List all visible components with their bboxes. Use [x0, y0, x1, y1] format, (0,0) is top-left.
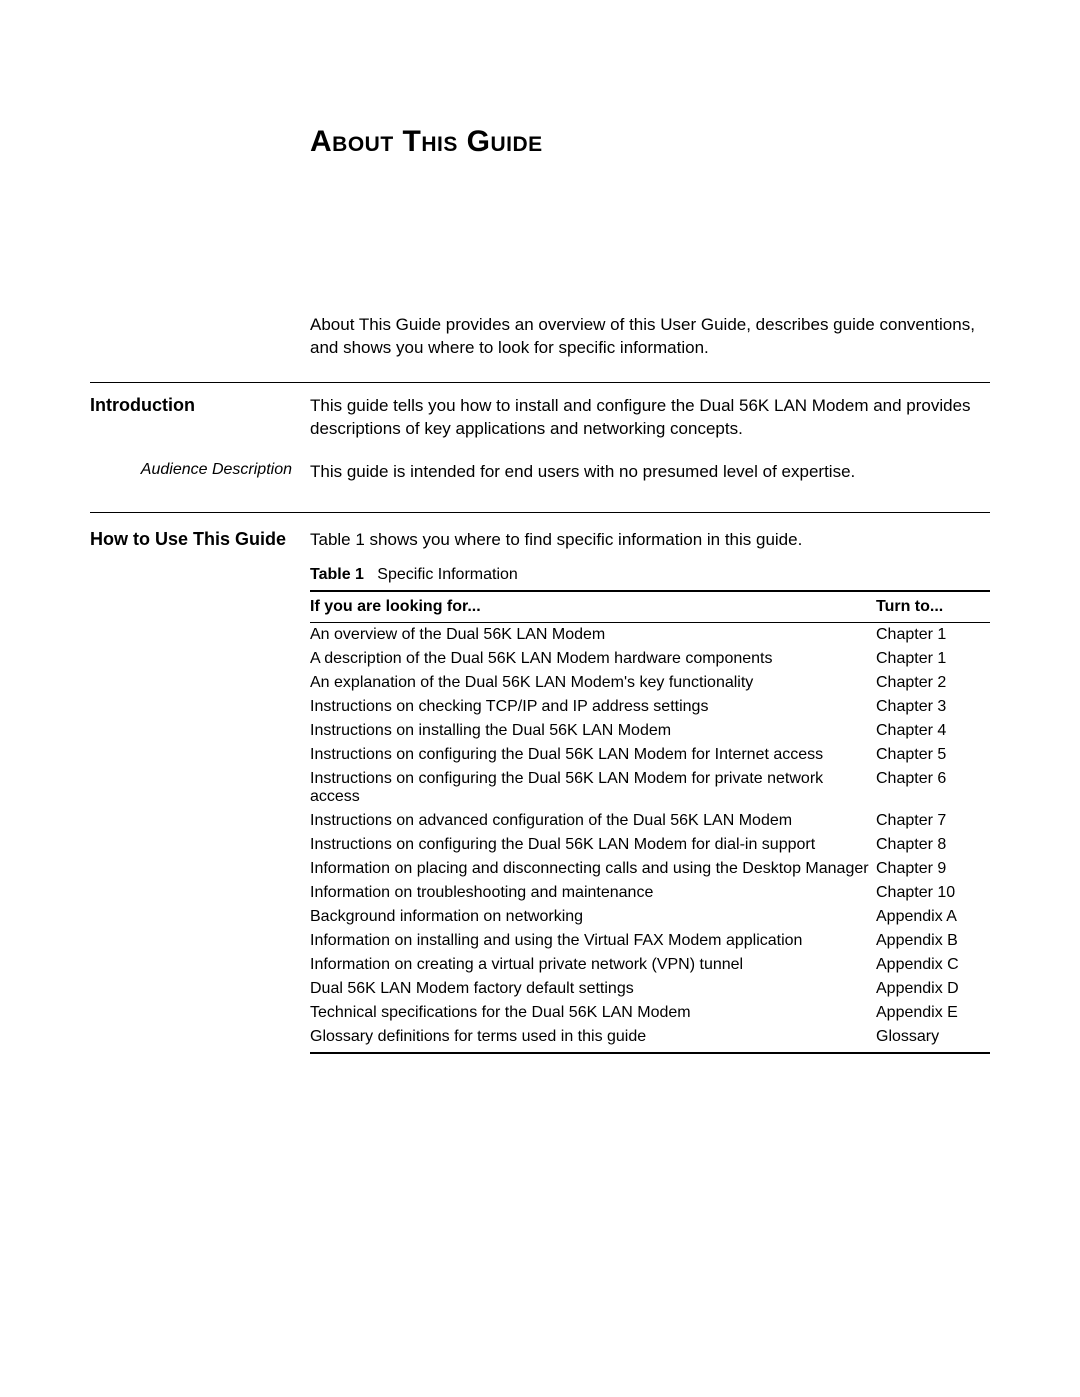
howto-section: How to Use This Guide Table 1 shows you …	[90, 513, 990, 1054]
page-title: About This Guide	[310, 125, 990, 159]
table-cell-turn: Glossary	[876, 1025, 990, 1053]
table-cell-looking: Information on placing and disconnecting…	[310, 857, 876, 881]
table-cell-looking: Technical specifications for the Dual 56…	[310, 1001, 876, 1025]
table-row: Information on placing and disconnecting…	[310, 857, 990, 881]
table-cell-looking: Information on creating a virtual privat…	[310, 953, 876, 977]
table-row: Background information on networkingAppe…	[310, 905, 990, 929]
table-cell-turn: Chapter 3	[876, 695, 990, 719]
table-caption-text: Specific Information	[377, 566, 518, 583]
introduction-section: Introduction This guide tells you how to…	[90, 383, 990, 451]
audience-section: Audience Description This guide is inten…	[90, 451, 990, 512]
table-cell-turn: Chapter 5	[876, 743, 990, 767]
table-cell-looking: Dual 56K LAN Modem factory default setti…	[310, 977, 876, 1001]
overview-text: About This Guide provides an overview of…	[90, 314, 990, 360]
table-row: Information on installing and using the …	[310, 929, 990, 953]
table-cell-looking: An overview of the Dual 56K LAN Modem	[310, 622, 876, 647]
table-cell-turn: Appendix A	[876, 905, 990, 929]
table-label: Table 1	[310, 566, 364, 583]
table-row: An overview of the Dual 56K LAN ModemCha…	[310, 622, 990, 647]
table-cell-turn: Chapter 1	[876, 647, 990, 671]
table-header-looking: If you are looking for...	[310, 591, 876, 623]
table-cell-looking: Instructions on checking TCP/IP and IP a…	[310, 695, 876, 719]
introduction-heading: Introduction	[90, 395, 310, 416]
table-row: Instructions on configuring the Dual 56K…	[310, 743, 990, 767]
table-row: Information on troubleshooting and maint…	[310, 881, 990, 905]
table-cell-looking: Information on installing and using the …	[310, 929, 876, 953]
table-cell-looking: A description of the Dual 56K LAN Modem …	[310, 647, 876, 671]
table-cell-turn: Appendix E	[876, 1001, 990, 1025]
audience-label: Audience Description	[90, 461, 310, 479]
table-cell-turn: Appendix D	[876, 977, 990, 1001]
table-row: Dual 56K LAN Modem factory default setti…	[310, 977, 990, 1001]
howto-heading: How to Use This Guide	[90, 529, 310, 550]
table-cell-looking: Glossary definitions for terms used in t…	[310, 1025, 876, 1053]
table-cell-turn: Chapter 10	[876, 881, 990, 905]
table-row: Information on creating a virtual privat…	[310, 953, 990, 977]
table-row: Instructions on configuring the Dual 56K…	[310, 767, 990, 809]
howto-body: Table 1 shows you where to find specific…	[310, 529, 990, 552]
table-cell-looking: Background information on networking	[310, 905, 876, 929]
table-cell-looking: Instructions on configuring the Dual 56K…	[310, 743, 876, 767]
table-row: A description of the Dual 56K LAN Modem …	[310, 647, 990, 671]
table-cell-turn: Chapter 2	[876, 671, 990, 695]
table-cell-looking: An explanation of the Dual 56K LAN Modem…	[310, 671, 876, 695]
table-row: Instructions on advanced configuration o…	[310, 809, 990, 833]
table-caption: Table 1 Specific Information	[310, 566, 990, 584]
table-cell-turn: Chapter 8	[876, 833, 990, 857]
table-cell-turn: Appendix C	[876, 953, 990, 977]
document-page: About This Guide About This Guide provid…	[0, 0, 1080, 1054]
table-cell-turn: Chapter 6	[876, 767, 990, 809]
table-cell-turn: Chapter 7	[876, 809, 990, 833]
table-row: An explanation of the Dual 56K LAN Modem…	[310, 671, 990, 695]
table-cell-looking: Instructions on configuring the Dual 56K…	[310, 833, 876, 857]
howto-content: Table 1 shows you where to find specific…	[310, 529, 990, 1054]
introduction-body: This guide tells you how to install and …	[310, 395, 990, 441]
table-cell-turn: Appendix B	[876, 929, 990, 953]
audience-body: This guide is intended for end users wit…	[310, 461, 990, 484]
reference-table: If you are looking for... Turn to... An …	[310, 590, 990, 1054]
table-row: Instructions on checking TCP/IP and IP a…	[310, 695, 990, 719]
table-row: Instructions on installing the Dual 56K …	[310, 719, 990, 743]
table-cell-turn: Chapter 1	[876, 622, 990, 647]
table-row: Instructions on configuring the Dual 56K…	[310, 833, 990, 857]
table-cell-looking: Instructions on installing the Dual 56K …	[310, 719, 876, 743]
table-cell-looking: Information on troubleshooting and maint…	[310, 881, 876, 905]
table-cell-looking: Instructions on configuring the Dual 56K…	[310, 767, 876, 809]
table-cell-looking: Instructions on advanced configuration o…	[310, 809, 876, 833]
table-cell-turn: Chapter 4	[876, 719, 990, 743]
table-row: Glossary definitions for terms used in t…	[310, 1025, 990, 1053]
table-cell-turn: Chapter 9	[876, 857, 990, 881]
table-row: Technical specifications for the Dual 56…	[310, 1001, 990, 1025]
table-header-turn: Turn to...	[876, 591, 990, 623]
